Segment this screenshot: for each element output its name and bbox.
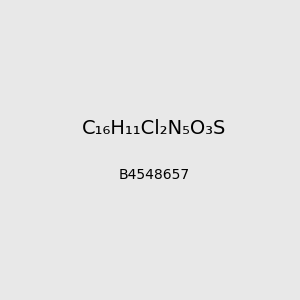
Text: B4548657: B4548657 [118,168,189,182]
Text: C₁₆H₁₁Cl₂N₅O₃S: C₁₆H₁₁Cl₂N₅O₃S [82,119,226,138]
